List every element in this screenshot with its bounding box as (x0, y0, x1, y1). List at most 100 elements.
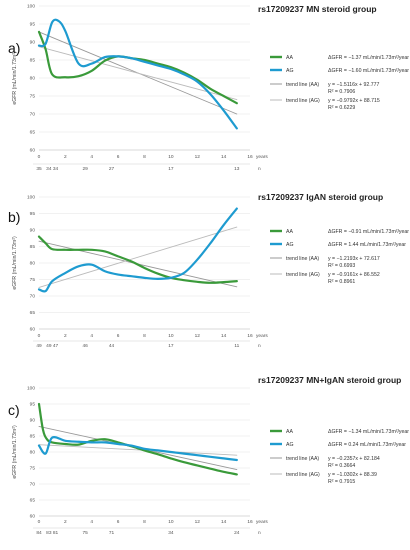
x-tick-label: 14 (221, 519, 227, 525)
chart-panel-a: a) rs17209237 MN steroid group 60 65 70 75 8… (0, 0, 410, 183)
x-tick-label: 4 (90, 333, 93, 339)
y-tick-label: 85 (30, 58, 36, 64)
x-tick-label: 4 (90, 154, 93, 160)
n-value-label: 27 (109, 166, 115, 172)
panel-label: b) (8, 209, 21, 225)
x-tick-label: 16 (247, 519, 253, 525)
x-tick-label: 14 (221, 333, 227, 339)
y-tick-label: 75 (30, 466, 36, 472)
trend-line (38, 46, 238, 101)
n-value-label: 29 (82, 166, 88, 172)
n-value-label: 17 (168, 166, 174, 172)
y-tick-label: 60 (30, 514, 36, 520)
legend-annotation: R² = 0.7906 (328, 89, 355, 95)
series-line (37, 207, 238, 293)
x-tick-label: 2 (64, 519, 67, 525)
legend-label: trend line (AA) (286, 456, 319, 462)
n-label: n (258, 531, 261, 536)
y-tick-label: 80 (30, 261, 36, 267)
legend-annotation: R² = 0.7915 (328, 479, 355, 485)
chart-panel-c: c) rs17209237 MN+IgAN steroid group 60 65… (0, 366, 410, 549)
legend-label: trend line (AG) (286, 472, 320, 478)
series-line (37, 235, 238, 284)
n-value-label: 46 (82, 343, 88, 349)
x-tick-label: 8 (143, 154, 146, 160)
y-tick-label: 70 (30, 482, 36, 488)
legend-label: AA (286, 55, 293, 61)
panel-label: a) (8, 40, 21, 56)
n-value-label: 71 (109, 530, 115, 536)
legend-annotation: y = −0.9792x + 88.715 (328, 98, 380, 104)
y-axis-label: eGFR (mL/min/1.73m²) (12, 236, 18, 290)
x-tick-label: 10 (168, 333, 174, 339)
n-value-label: 34 34 (46, 166, 58, 172)
series-line (37, 435, 238, 462)
x-tick-label: 10 (168, 519, 174, 525)
x-unit-label: years (256, 333, 268, 339)
y-tick-label: 80 (30, 450, 36, 456)
x-tick-label: 8 (143, 519, 146, 525)
y-tick-label: 100 (27, 386, 35, 392)
y-tick-label: 85 (30, 434, 36, 440)
legend-label: trend line (AA) (286, 256, 319, 262)
chart-svg: 60 65 70 75 80 85 90 95 100 0 2 4 6 8 10 12 14 16 years 35 3… (12, 4, 409, 172)
legend-annotation: ΔGFR = −0.91 mL/min/1.73m²/year (328, 229, 409, 235)
y-tick-label: 75 (30, 277, 36, 283)
n-value-label: 49 47 (46, 343, 58, 349)
x-tick-label: 0 (38, 519, 41, 525)
n-value-label: 35 (36, 166, 42, 172)
legend-annotation: R² = 0.6993 (328, 263, 355, 269)
n-value-label: 13 (234, 166, 240, 172)
legend-label: AA (286, 429, 293, 435)
x-tick-label: 4 (90, 519, 93, 525)
y-tick-label: 95 (30, 211, 36, 217)
y-tick-label: 90 (30, 418, 36, 424)
y-tick-label: 95 (30, 402, 36, 408)
legend-annotation: R² = 0.3664 (328, 463, 355, 469)
y-tick-label: 70 (30, 112, 36, 118)
x-tick-label: 6 (117, 154, 120, 160)
trend-line (38, 226, 238, 288)
chart-title: rs17209237 IgAN steroid group (258, 192, 384, 202)
n-value-label: 84 (36, 530, 42, 536)
y-tick-label: 90 (30, 228, 36, 234)
x-tick-label: 12 (195, 519, 201, 525)
trend-line (38, 444, 238, 456)
x-tick-label: 16 (247, 154, 253, 160)
series-line (37, 402, 238, 476)
legend-annotation: ΔGFR = 1.44 mL/min/1.73m²/year (328, 242, 406, 248)
y-tick-label: 65 (30, 130, 36, 136)
y-tick-label: 60 (30, 327, 36, 333)
n-value-label: 75 (82, 530, 88, 536)
n-value-label: 83 81 (46, 530, 58, 536)
series-line (37, 18, 238, 130)
legend-annotation: y = −1.2193x + 72.617 (328, 256, 380, 262)
y-tick-label: 90 (30, 40, 36, 46)
legend-annotation: y = −1.0302x + 88.39 (328, 472, 377, 478)
x-tick-label: 12 (195, 333, 201, 339)
y-tick-label: 75 (30, 94, 36, 100)
y-axis-label: eGFR (mL/min/1.73m²) (12, 425, 18, 479)
chart-title: rs17209237 MN steroid group (258, 4, 377, 14)
x-tick-label: 2 (64, 333, 67, 339)
x-tick-label: 0 (38, 154, 41, 160)
n-label: n (258, 344, 261, 349)
legend-label: AA (286, 229, 293, 235)
y-tick-label: 65 (30, 310, 36, 316)
x-tick-label: 12 (195, 154, 201, 160)
legend-label: AG (286, 442, 294, 448)
x-tick-label: 6 (117, 519, 120, 525)
y-tick-label: 60 (30, 148, 36, 154)
legend-label: AG (286, 68, 294, 74)
legend-annotation: ΔGFR = −1.34 mL/min/1.73m²/year (328, 429, 409, 435)
n-value-label: 49 (36, 343, 42, 349)
legend-annotation: R² = 0.8961 (328, 279, 355, 285)
legend-annotation: y = −0.2357x + 82.184 (328, 456, 380, 462)
legend-annotation: y = −0.9161x + 86.552 (328, 272, 380, 278)
n-label: n (258, 167, 261, 172)
x-tick-label: 6 (117, 333, 120, 339)
y-tick-label: 100 (27, 195, 35, 201)
legend-annotation: R² = 0.6229 (328, 105, 355, 111)
